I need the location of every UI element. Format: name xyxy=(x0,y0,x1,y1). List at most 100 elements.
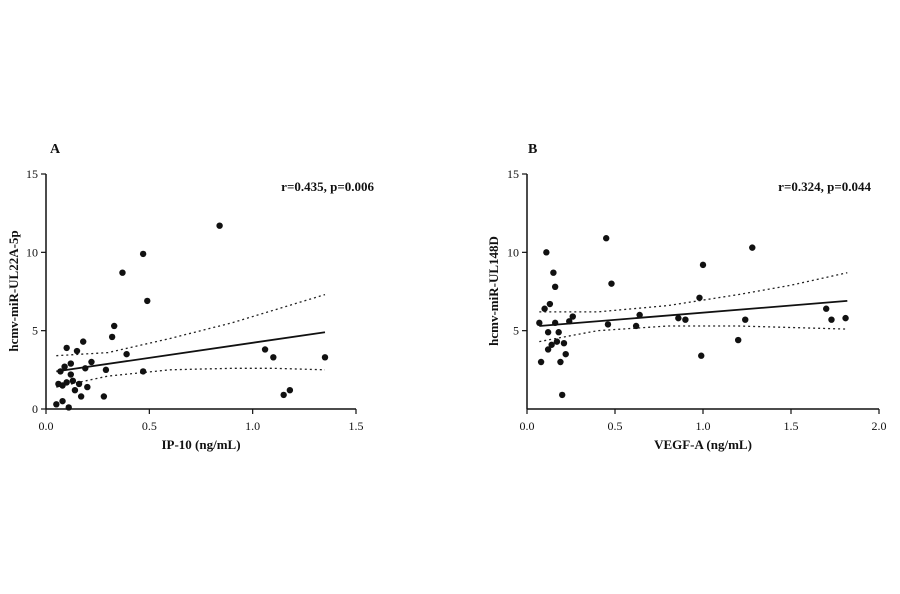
y-tick-label: 0 xyxy=(32,402,38,416)
data-point xyxy=(139,250,147,258)
data-point xyxy=(63,379,70,386)
data-point xyxy=(828,316,835,323)
data-point xyxy=(698,352,705,359)
data-point xyxy=(102,366,110,374)
data-point xyxy=(566,318,573,325)
x-tick-label: 1.5 xyxy=(349,419,364,433)
panel-a-fit xyxy=(56,331,326,373)
panel-b-confidence-band xyxy=(539,272,848,343)
data-point xyxy=(59,397,66,405)
data-point xyxy=(80,338,87,345)
data-point xyxy=(543,249,550,256)
data-point xyxy=(57,368,64,375)
panel-b-ticks: 0.0 0.5 1.0 1.5 2.0 5 10 15 xyxy=(507,167,887,433)
x-tick-label: 1.5 xyxy=(784,419,799,433)
data-point xyxy=(536,319,543,327)
data-point xyxy=(550,269,557,276)
regression-line xyxy=(539,300,848,327)
data-point xyxy=(682,316,689,323)
panel-a: A 0.0 0.5 1.0 1.5 0 5 10 15 r=0.435, p=0.006 IP… xyxy=(6,142,374,452)
panel-a-label: A xyxy=(50,142,61,157)
data-point xyxy=(544,346,552,353)
data-point xyxy=(735,336,742,344)
data-point xyxy=(63,344,70,352)
data-point xyxy=(562,350,569,358)
y-tick-label: 10 xyxy=(26,245,38,259)
data-point xyxy=(548,341,555,348)
panel-a-confidence-band xyxy=(56,293,326,388)
x-tick-label: 1.0 xyxy=(696,419,711,433)
data-point xyxy=(537,358,545,366)
ci-lower-line xyxy=(539,325,848,343)
data-point xyxy=(699,261,707,269)
panel-b-x-axis-title: VEGF-A (ng/mL) xyxy=(654,437,752,452)
data-point xyxy=(557,358,564,366)
data-point xyxy=(280,391,287,399)
data-point xyxy=(108,333,116,341)
data-point xyxy=(551,283,559,290)
ci-upper-line xyxy=(539,272,848,313)
data-point xyxy=(144,297,151,305)
data-point xyxy=(559,391,566,399)
panel-a-ticks: 0.0 0.5 1.0 1.5 0 5 10 15 xyxy=(26,167,364,433)
panel-a-points xyxy=(53,222,329,411)
data-point xyxy=(632,322,640,330)
data-point xyxy=(560,340,568,347)
data-point xyxy=(270,354,277,361)
data-point xyxy=(546,300,554,308)
panel-a-x-axis-title: IP-10 (ng/mL) xyxy=(161,437,240,452)
data-point xyxy=(604,321,612,328)
data-point xyxy=(82,365,89,372)
data-point xyxy=(65,404,72,411)
data-point xyxy=(100,393,108,400)
panel-b-y-axis-title: hcmv-miR-UL148D xyxy=(486,236,501,346)
data-point xyxy=(321,354,329,361)
data-point xyxy=(216,222,223,229)
data-point xyxy=(111,322,118,330)
data-point xyxy=(555,329,562,336)
y-tick-label: 15 xyxy=(26,167,38,181)
ci-upper-line xyxy=(56,293,326,357)
data-point xyxy=(553,338,561,345)
data-point xyxy=(608,280,615,287)
panel-b-stat-annotation: r=0.324, p=0.044 xyxy=(778,179,871,194)
data-point xyxy=(67,360,75,367)
data-point xyxy=(675,314,682,322)
regression-line xyxy=(56,331,326,373)
data-point xyxy=(286,387,294,394)
x-tick-label: 0.5 xyxy=(608,419,623,433)
data-point xyxy=(823,305,830,312)
data-point xyxy=(73,347,81,355)
data-point xyxy=(842,314,849,322)
data-point xyxy=(77,393,85,400)
data-point xyxy=(88,358,95,366)
panel-a-stat-annotation: r=0.435, p=0.006 xyxy=(281,179,374,194)
y-tick-label: 10 xyxy=(507,245,519,259)
data-point xyxy=(696,294,703,301)
data-point xyxy=(569,313,576,320)
data-point xyxy=(544,329,552,336)
data-point xyxy=(749,244,756,251)
data-point xyxy=(603,235,610,242)
data-point xyxy=(139,368,147,375)
data-point xyxy=(123,350,130,358)
data-point xyxy=(75,380,83,388)
data-point xyxy=(84,383,91,391)
ci-lower-line xyxy=(56,367,326,388)
data-point xyxy=(636,311,643,319)
data-point xyxy=(69,377,77,384)
data-point xyxy=(61,363,68,370)
data-point xyxy=(71,387,79,394)
data-point xyxy=(53,401,60,408)
data-point xyxy=(551,319,559,327)
data-point xyxy=(261,346,269,353)
x-tick-label: 0.5 xyxy=(142,419,157,433)
x-tick-label: 1.0 xyxy=(245,419,260,433)
panel-a-y-axis-title: hcmv-miR-UL22A-5p xyxy=(6,230,21,351)
panel-b-label: B xyxy=(528,142,537,157)
panel-b-points xyxy=(536,235,849,399)
x-tick-label: 0.0 xyxy=(520,419,535,433)
data-point xyxy=(119,269,126,276)
